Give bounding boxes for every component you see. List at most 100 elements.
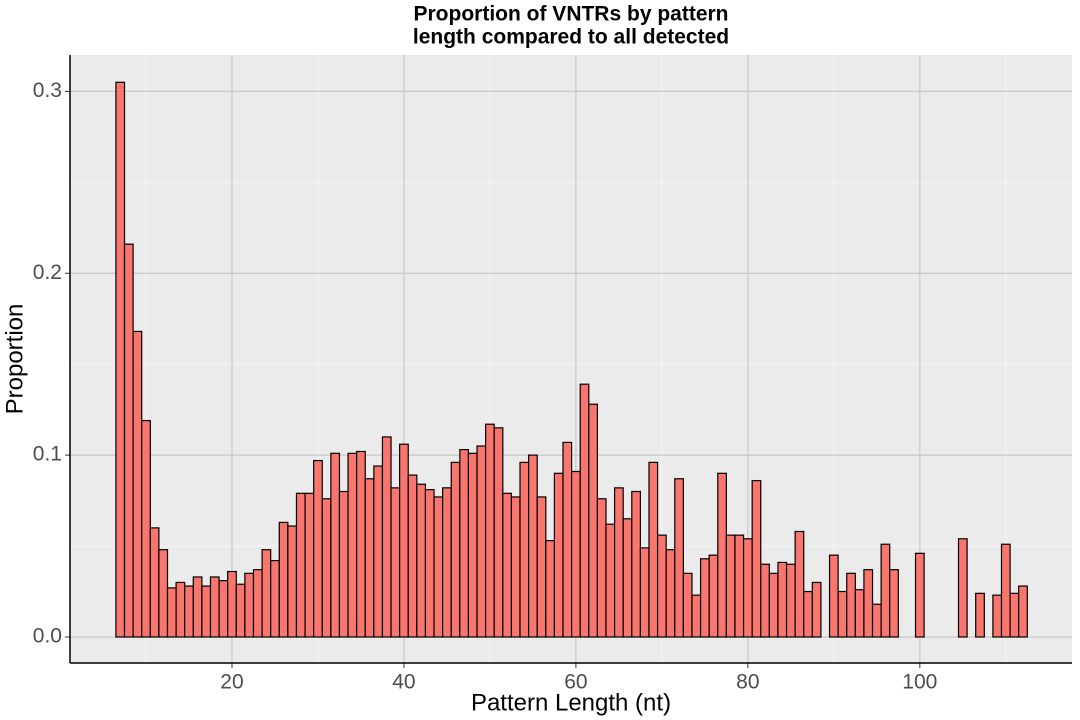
bar bbox=[734, 534, 745, 638]
bar bbox=[992, 594, 1003, 638]
y-tick-label: 0.3 bbox=[33, 79, 62, 102]
bar bbox=[493, 427, 504, 638]
bar bbox=[871, 603, 882, 638]
bar bbox=[691, 594, 702, 638]
bar bbox=[175, 581, 186, 638]
bar bbox=[192, 576, 203, 638]
bar bbox=[201, 585, 212, 638]
bar bbox=[141, 419, 151, 638]
bar bbox=[467, 452, 478, 638]
bar bbox=[656, 534, 667, 638]
bar bbox=[123, 243, 134, 638]
bar bbox=[356, 450, 366, 638]
bar bbox=[751, 479, 762, 638]
bar bbox=[433, 496, 444, 638]
bar bbox=[1009, 592, 1020, 638]
bar bbox=[373, 465, 384, 638]
bar bbox=[235, 583, 246, 638]
y-tick-label: 0.2 bbox=[33, 261, 62, 284]
bar bbox=[321, 498, 332, 638]
bar bbox=[227, 570, 237, 638]
bar bbox=[631, 490, 641, 638]
bar bbox=[803, 590, 813, 638]
bar bbox=[287, 525, 298, 638]
bar bbox=[957, 538, 968, 638]
bar bbox=[571, 470, 581, 638]
bar bbox=[794, 530, 805, 638]
bar bbox=[416, 483, 427, 638]
bar bbox=[536, 496, 547, 638]
bar bbox=[725, 534, 736, 638]
bar bbox=[184, 585, 194, 638]
bar bbox=[330, 452, 341, 638]
bar bbox=[252, 569, 263, 638]
bar bbox=[502, 492, 513, 638]
bar bbox=[717, 472, 727, 638]
bar bbox=[381, 436, 392, 638]
bar bbox=[510, 496, 521, 638]
bar bbox=[889, 569, 899, 638]
bar bbox=[1000, 543, 1011, 638]
bar bbox=[699, 558, 710, 638]
bar bbox=[338, 490, 349, 638]
bar bbox=[639, 547, 650, 638]
bar bbox=[777, 561, 788, 638]
bar bbox=[459, 449, 470, 638]
bar bbox=[665, 549, 676, 638]
bar bbox=[837, 590, 848, 638]
x-axis-title: Pattern Length (nt) bbox=[471, 689, 671, 716]
bar bbox=[674, 478, 684, 638]
bar bbox=[278, 521, 289, 638]
bar bbox=[115, 81, 126, 638]
bar bbox=[209, 576, 220, 638]
x-tick-label: 80 bbox=[736, 671, 759, 694]
bar bbox=[218, 580, 229, 638]
bar bbox=[760, 563, 770, 638]
x-tick-label: 60 bbox=[564, 671, 587, 694]
bar bbox=[811, 581, 822, 638]
bar bbox=[442, 487, 452, 638]
bar bbox=[313, 459, 323, 638]
bar bbox=[828, 554, 839, 638]
chart-title: length compared to all detected bbox=[413, 26, 729, 49]
bar bbox=[158, 549, 169, 638]
bar bbox=[364, 478, 375, 638]
bar bbox=[476, 445, 487, 638]
bar bbox=[244, 572, 255, 638]
bar bbox=[261, 549, 272, 638]
bar bbox=[347, 452, 358, 638]
bar bbox=[450, 461, 461, 638]
bar bbox=[132, 330, 143, 638]
bar bbox=[579, 383, 590, 638]
bar bbox=[424, 489, 435, 638]
bar bbox=[588, 403, 598, 638]
bar bbox=[407, 474, 418, 638]
bar bbox=[304, 492, 315, 638]
y-tick-label: 0.0 bbox=[33, 625, 62, 648]
bar bbox=[682, 572, 693, 638]
bar bbox=[880, 543, 891, 638]
bar bbox=[485, 423, 495, 638]
bar bbox=[562, 441, 573, 638]
bar bbox=[605, 523, 616, 638]
x-tick-label: 40 bbox=[392, 671, 415, 694]
bar bbox=[846, 572, 856, 638]
bar bbox=[768, 572, 779, 638]
bar bbox=[166, 587, 177, 638]
bar bbox=[528, 454, 538, 638]
bar bbox=[390, 487, 401, 638]
bar bbox=[295, 492, 306, 638]
bar bbox=[863, 569, 874, 638]
bar bbox=[553, 472, 564, 638]
bar bbox=[1018, 585, 1028, 638]
bar bbox=[596, 498, 607, 638]
x-tick-label: 100 bbox=[902, 671, 937, 694]
bar bbox=[914, 552, 925, 638]
bar bbox=[399, 443, 409, 638]
bar bbox=[519, 461, 530, 638]
bar bbox=[648, 461, 659, 638]
bar bbox=[854, 589, 865, 638]
bar bbox=[149, 527, 160, 638]
